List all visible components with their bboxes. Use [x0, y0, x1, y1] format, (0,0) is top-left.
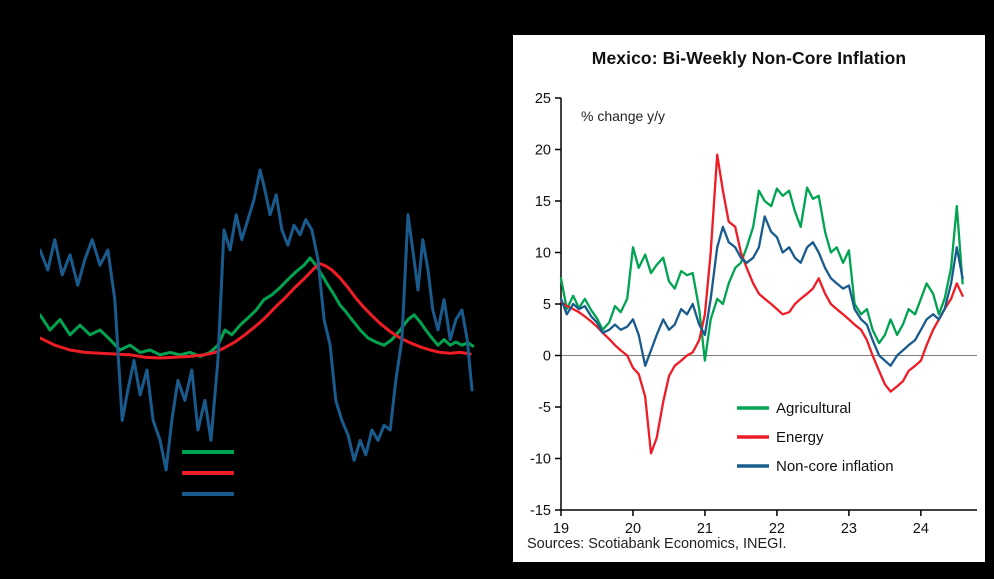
- y-tick-label: -5: [538, 400, 551, 416]
- x-tick-label: 21: [697, 521, 713, 537]
- x-tick-label: 24: [913, 521, 929, 537]
- y-axis-annotation: % change y/y: [581, 108, 666, 124]
- left-series-line-2: [40, 168, 474, 472]
- source-note: Sources: Scotiabank Economics, INEGI.: [527, 536, 787, 552]
- left-series-line-0: [40, 256, 475, 358]
- left-chart-canvas: [40, 168, 475, 472]
- series-line-non-core-inflation: [559, 215, 964, 367]
- right-chart-panel: Mexico: Bi-Weekly Non-Core Inflation 25 2…: [513, 35, 985, 562]
- y-tick-label: 10: [535, 246, 551, 262]
- chart-title: Mexico: Bi-Weekly Non-Core Inflation: [591, 48, 907, 68]
- series-line-agricultural: [559, 186, 964, 362]
- y-tick-label: -15: [530, 503, 551, 519]
- left-legend-dash-red: [182, 471, 234, 475]
- x-tick-label: 19: [553, 521, 569, 537]
- y-tick-label: 20: [535, 143, 551, 159]
- legend-label: Agricultural: [776, 400, 851, 417]
- y-tick-label: -10: [530, 452, 551, 468]
- legend-label: Non-core inflation: [776, 458, 894, 475]
- x-tick-label: 20: [625, 521, 641, 537]
- left-legend-dash-blue: [182, 492, 234, 496]
- series-line-energy: [559, 153, 964, 455]
- x-tick-label: 22: [769, 521, 785, 537]
- left-legend-dash-green: [182, 450, 234, 454]
- y-tick-label: 5: [543, 297, 551, 313]
- y-tick-label: 25: [535, 91, 551, 107]
- x-tick-label: 23: [841, 521, 857, 537]
- y-tick-label: 15: [535, 194, 551, 210]
- left-series-line-1: [40, 262, 472, 360]
- legend-label: Energy: [776, 429, 824, 446]
- y-tick-label: 0: [543, 349, 551, 365]
